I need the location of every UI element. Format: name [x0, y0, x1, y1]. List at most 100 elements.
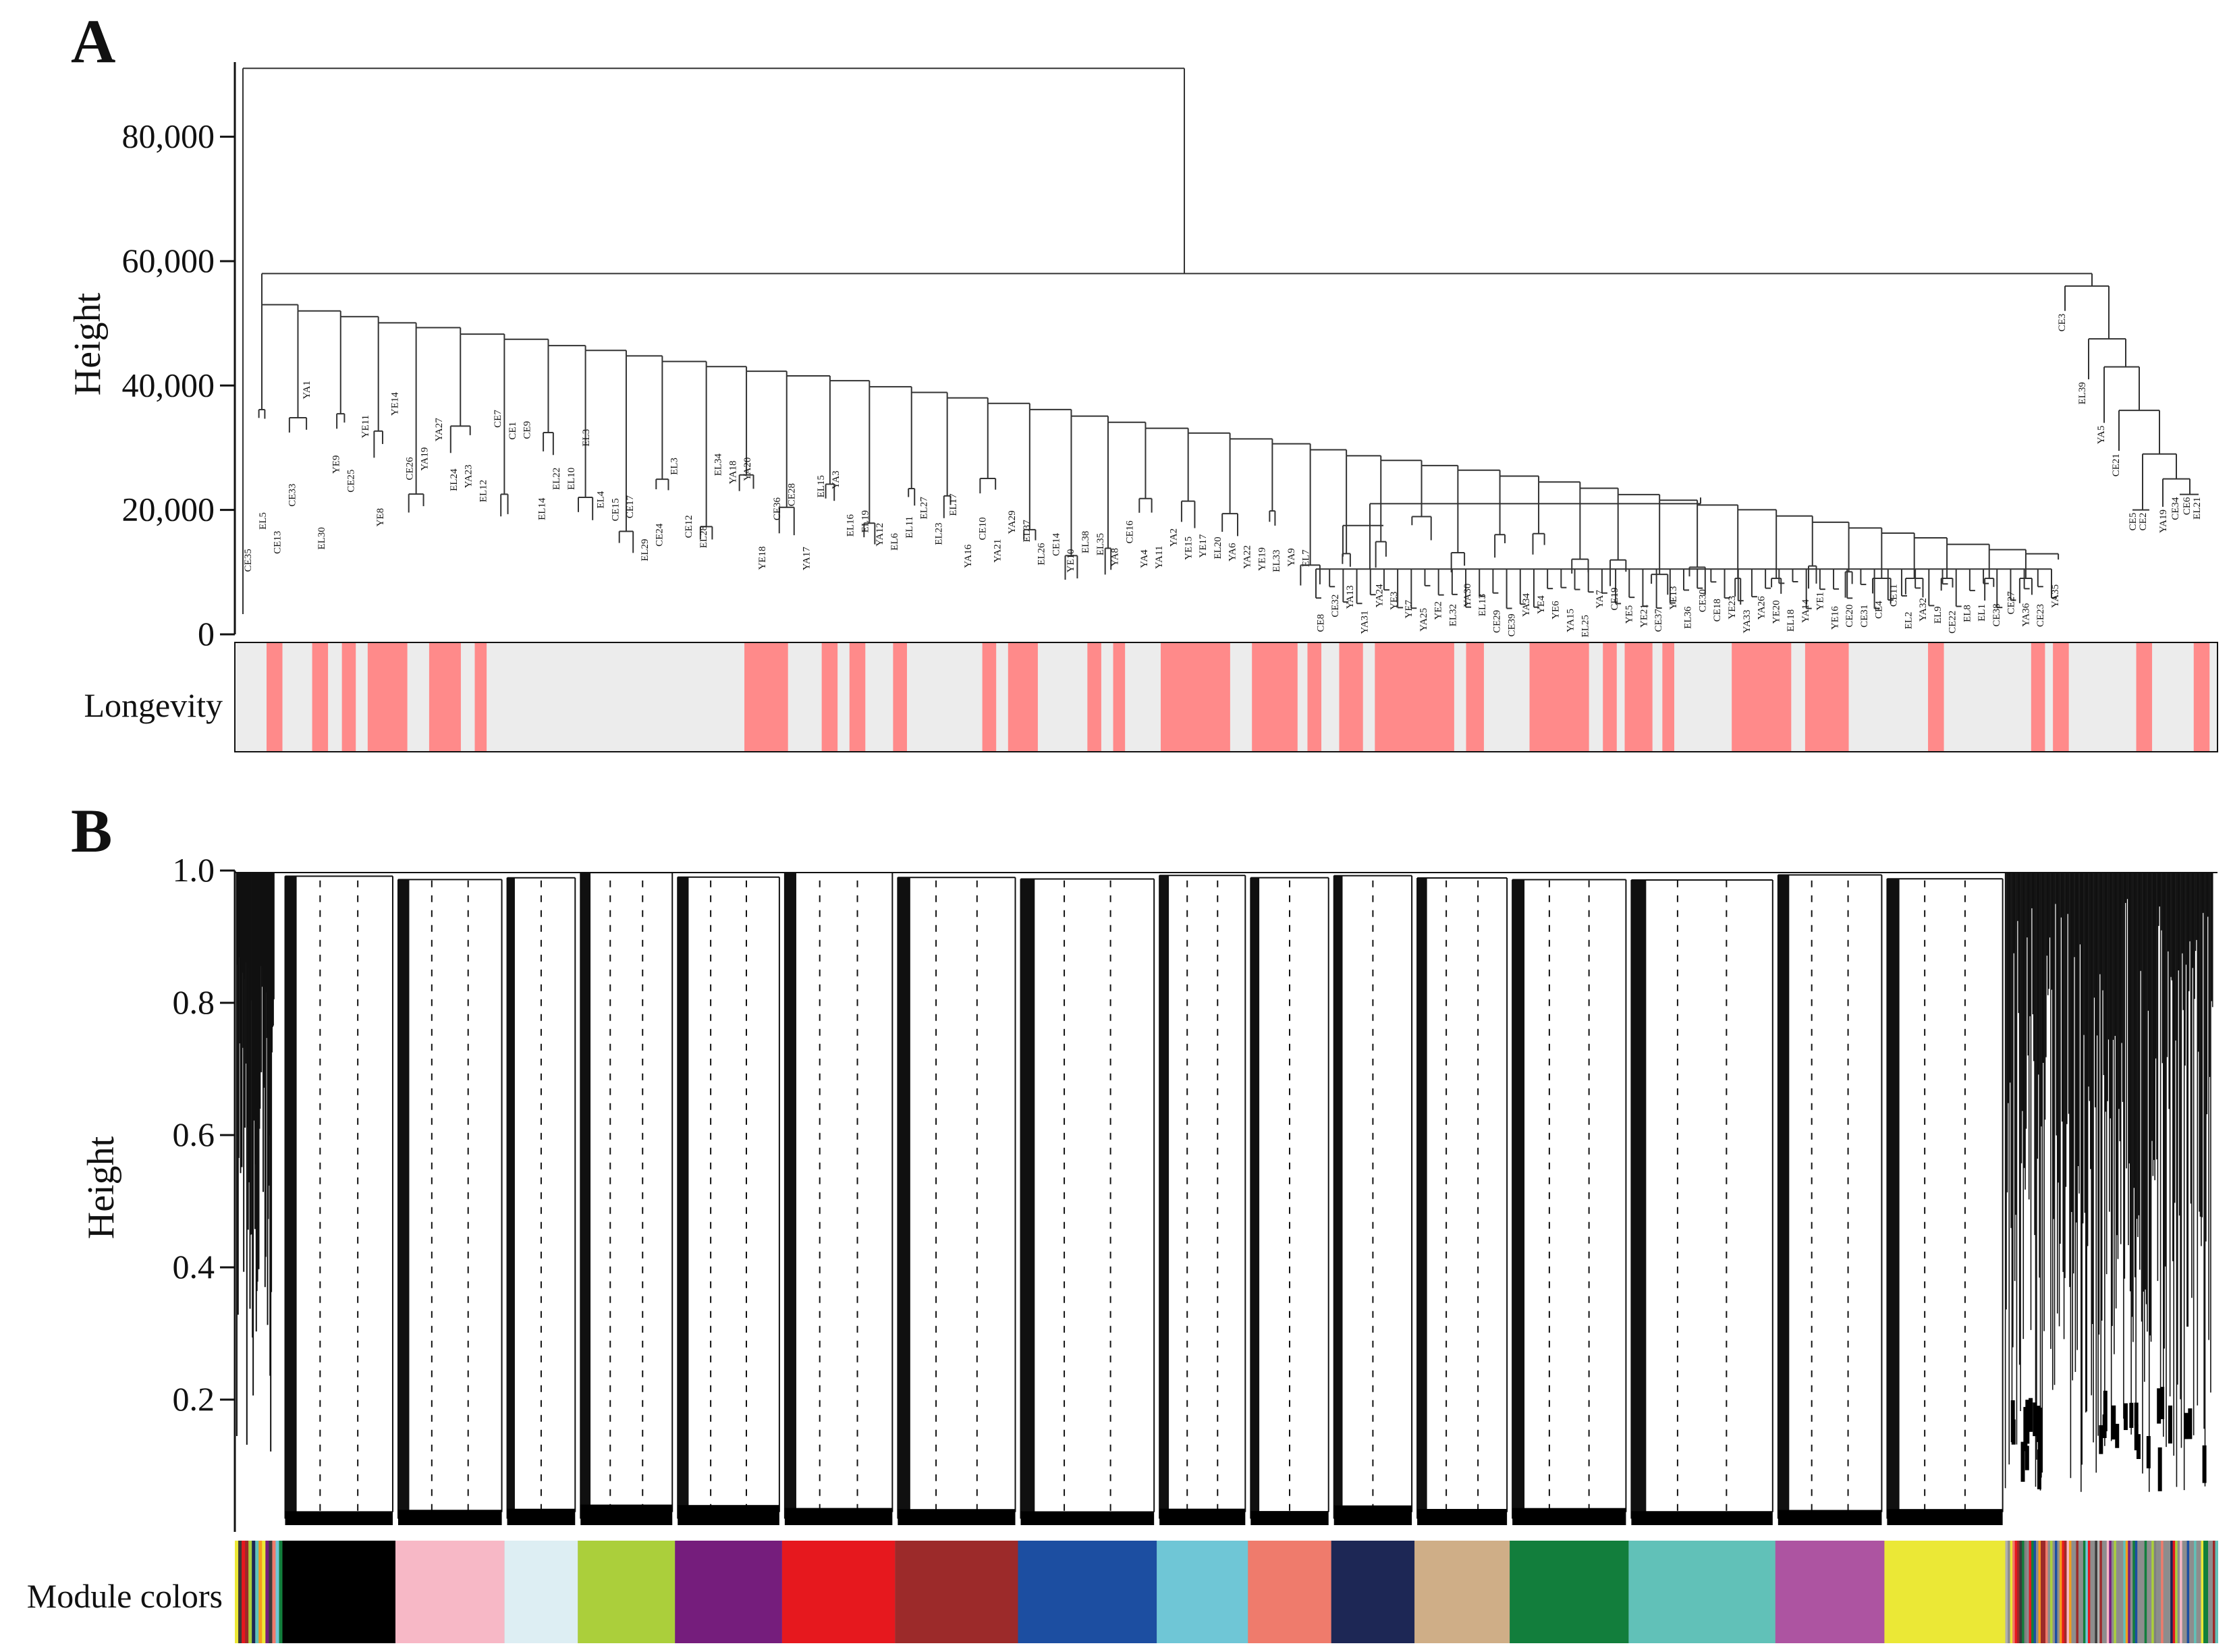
module-bar-unassigned-segment — [2137, 1541, 2141, 1643]
module-bar-unassigned-segment — [2041, 1541, 2044, 1643]
leaf-label: CE20 — [1844, 605, 1855, 628]
module-bar-unassigned-segment — [2050, 1541, 2054, 1643]
panel-a-y-tick-label: 40,000 — [122, 366, 215, 404]
leaf-label: EL16 — [846, 514, 856, 536]
leaf-label: EL10 — [566, 468, 577, 490]
leaf-label: CE10 — [978, 517, 989, 540]
module-bar-unassigned-segment — [2118, 1541, 2122, 1643]
module-bar-unassigned-segment — [2064, 1541, 2068, 1643]
module-bar-unassigned-segment — [2024, 1541, 2028, 1643]
leaf-label: YA16 — [963, 544, 974, 568]
leaf-label: EL27 — [919, 497, 930, 520]
leaf-label: YE14 — [390, 392, 401, 416]
module-bar-unassigned-segment — [2215, 1541, 2218, 1643]
module-bar-unassigned-segment — [2203, 1541, 2207, 1643]
leaf-label: YA1 — [302, 381, 312, 400]
leaf-label: YE2 — [1433, 601, 1444, 620]
leaf-label: CE21 — [2111, 453, 2122, 476]
module-base-block — [1631, 1511, 1773, 1525]
leaf-label: CE32 — [1330, 595, 1341, 617]
module-bar-unassigned-segment — [2144, 1541, 2148, 1643]
leaf-label: EL32 — [1448, 604, 1458, 626]
longevity-positive-segment — [744, 643, 788, 751]
longevity-positive-segment — [1307, 643, 1322, 751]
unassigned-block — [2160, 1387, 2165, 1419]
leaf-label: YE6 — [1551, 601, 1562, 620]
module-bar-unassigned-segment — [2161, 1541, 2164, 1643]
unassigned-block — [2037, 1449, 2041, 1489]
module-bar-unassigned-segment — [2029, 1541, 2033, 1643]
module-bar-unassigned-segment — [255, 1541, 260, 1643]
module-bar-unassigned-segment — [2205, 1541, 2209, 1643]
module-bar-unassigned-segment — [279, 1541, 283, 1643]
module-bar-unassigned-segment — [245, 1541, 250, 1643]
module-bar-unassigned-segment — [2008, 1541, 2011, 1643]
leaf-label: CE9 — [522, 421, 533, 439]
module-bar-unassigned-segment — [2052, 1541, 2056, 1643]
longevity-positive-segment — [367, 643, 408, 751]
module-bar-unassigned-segment — [2027, 1541, 2030, 1643]
leaf-label: EL15 — [816, 475, 827, 497]
longevity-positive-segment — [1087, 643, 1101, 751]
leaf-label: EL12 — [478, 480, 489, 502]
unassigned-block — [2023, 1406, 2028, 1452]
leaf-label: CE34 — [2170, 497, 2181, 520]
leaf-label: EL34 — [713, 453, 724, 476]
module-bar-unassigned-segment — [2142, 1541, 2145, 1643]
leaf-label: CE24 — [655, 523, 665, 547]
leaf-label: CE25 — [346, 470, 356, 493]
longevity-positive-segment — [2136, 643, 2153, 751]
leaf-label: YA2 — [1169, 528, 1180, 547]
module-bar-unassigned-segment — [2017, 1541, 2020, 1643]
unassigned-block — [2029, 1398, 2033, 1432]
leaf-label: YA18 — [727, 460, 738, 484]
module-bar-unassigned-segment — [2043, 1541, 2047, 1643]
module-base-block — [898, 1509, 1016, 1525]
leaf-label: CE30 — [1697, 589, 1708, 612]
leaf-label: YA4 — [1139, 549, 1150, 568]
module-color-segment — [395, 1541, 505, 1643]
module-base-block — [1159, 1508, 1246, 1525]
leaf-label: EL3 — [669, 458, 680, 475]
module-bar-unassigned-segment — [2139, 1541, 2143, 1643]
module-base-block — [1250, 1511, 1329, 1525]
module-color-segment — [1414, 1541, 1510, 1643]
leaf-label: CE37 — [1653, 609, 1664, 632]
module-color-segment — [895, 1541, 1018, 1643]
module-bar-unassigned-segment — [2196, 1541, 2200, 1643]
module-bar-unassigned-segment — [2090, 1541, 2093, 1643]
module-color-segment — [1628, 1541, 1775, 1643]
module-bar-unassigned-segment — [2057, 1541, 2060, 1643]
leaf-label: EL19 — [860, 510, 871, 532]
longevity-positive-segment — [1624, 643, 1653, 751]
panel-a-y-tick-label: 20,000 — [122, 491, 215, 528]
module-base-block — [397, 1510, 502, 1525]
leaf-label: EL21 — [2192, 497, 2203, 520]
module-colors-label: Module colors — [27, 1577, 223, 1615]
leaf-label: YA36 — [2020, 603, 2031, 627]
unassigned-block — [2136, 1434, 2141, 1460]
longevity-positive-segment — [1466, 643, 1484, 751]
leaf-label: EL6 — [889, 532, 900, 550]
module-bar-unassigned-segment — [2083, 1541, 2087, 1643]
panel-b-label: B — [71, 796, 112, 865]
longevity-positive-segment — [474, 643, 487, 751]
leaf-label: YE1 — [1815, 592, 1826, 611]
module-bar-unassigned-segment — [2114, 1541, 2117, 1643]
leaf-label: YA17 — [801, 547, 812, 571]
module-bar-unassigned-segment — [2153, 1541, 2157, 1643]
module-bar-unassigned-segment — [2071, 1541, 2074, 1643]
leaf-label: CE13 — [273, 531, 283, 554]
module-color-segment — [1510, 1541, 1629, 1643]
module-bar-unassigned-segment — [258, 1541, 263, 1643]
leaf-label: EL36 — [1683, 606, 1694, 629]
longevity-positive-segment — [341, 643, 356, 751]
leaf-label: YE16 — [1829, 606, 1840, 630]
module-bar-unassigned-segment — [2132, 1541, 2136, 1643]
longevity-positive-segment — [893, 643, 907, 751]
leaf-label: CE38 — [1991, 603, 2002, 626]
leaf-label: YE19 — [1257, 547, 1267, 571]
module-color-segment — [1157, 1541, 1248, 1643]
leaf-label: YA8 — [1110, 548, 1121, 567]
